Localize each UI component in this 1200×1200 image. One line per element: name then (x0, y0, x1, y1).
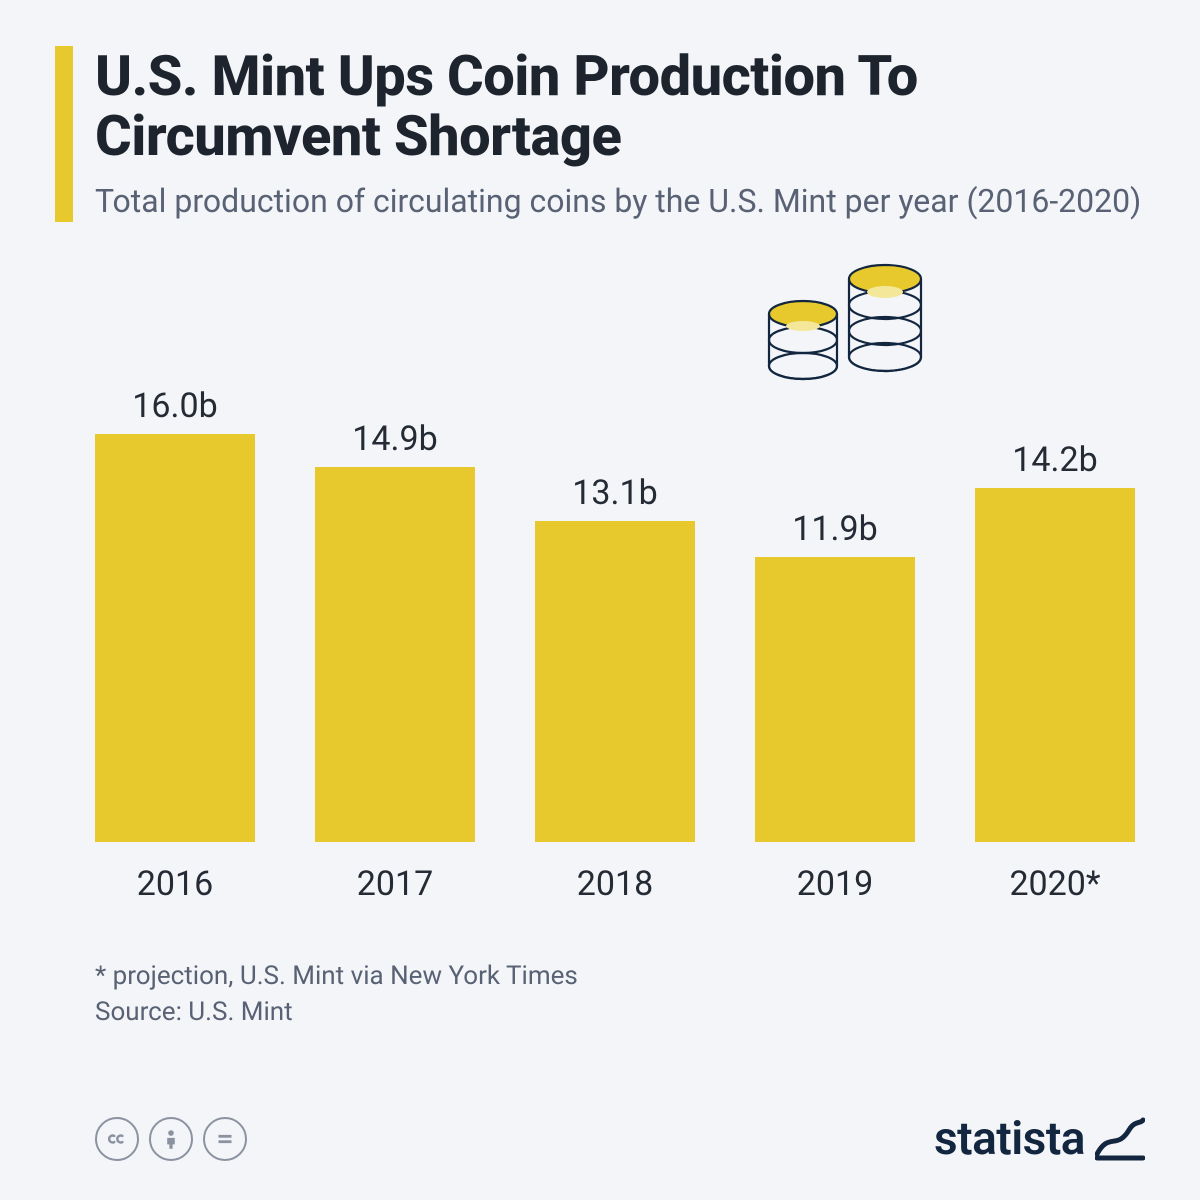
brand-name: statista (934, 1112, 1085, 1166)
bar-value-label: 14.2b (1012, 440, 1097, 480)
x-axis-label: 2016 (95, 864, 255, 904)
bar-chart: 16.0b14.9b13.1b11.9b14.2b 20162017201820… (95, 302, 1135, 922)
bar-column: 11.9b (755, 302, 915, 842)
bar-column: 16.0b (95, 302, 255, 842)
bar-column: 14.9b (315, 302, 475, 842)
bar-value-label: 13.1b (572, 473, 657, 513)
bar (975, 488, 1135, 842)
header: U.S. Mint Ups Coin Production To Circumv… (55, 46, 1145, 222)
x-axis-label: 2020* (975, 864, 1135, 904)
bar (755, 557, 915, 842)
bars-area: 16.0b 14.9b 13.1b 11.9b 14.2b (95, 302, 1135, 842)
bar (535, 521, 695, 842)
x-axis-labels: 2016 2017 2018 2019 2020* (95, 864, 1135, 904)
x-axis-label: 2019 (755, 864, 915, 904)
bar (95, 434, 255, 842)
license-icons (95, 1117, 247, 1161)
bar-value-label: 16.0b (132, 386, 217, 426)
title-accent-bar (55, 46, 73, 222)
footer-row: statista (55, 1112, 1145, 1166)
brand: statista (934, 1112, 1145, 1166)
bar-column: 14.2b (975, 302, 1135, 842)
x-axis-label: 2018 (535, 864, 695, 904)
bar-value-label: 14.9b (352, 419, 437, 459)
bar-value-label: 11.9b (792, 509, 877, 549)
x-axis-label: 2017 (315, 864, 475, 904)
bar-column: 13.1b (535, 302, 695, 842)
by-icon (149, 1117, 193, 1161)
nd-icon (203, 1117, 247, 1161)
chart-subtitle: Total production of circulating coins by… (95, 181, 1145, 222)
titles: U.S. Mint Ups Coin Production To Circumv… (95, 46, 1145, 222)
bar (315, 467, 475, 842)
footnote-projection: * projection, U.S. Mint via New York Tim… (95, 958, 1145, 994)
footnotes: * projection, U.S. Mint via New York Tim… (95, 958, 1145, 1031)
cc-icon (95, 1117, 139, 1161)
brand-wave-icon (1095, 1112, 1145, 1166)
footnote-source: Source: U.S. Mint (95, 994, 1145, 1030)
chart-title: U.S. Mint Ups Coin Production To Circumv… (95, 46, 1145, 167)
